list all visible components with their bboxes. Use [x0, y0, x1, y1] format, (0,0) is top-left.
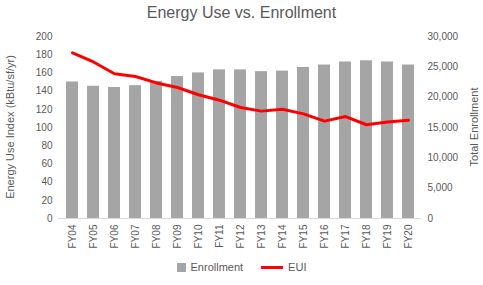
svg-text:40: 40 — [41, 176, 53, 187]
svg-text:25,000: 25,000 — [428, 61, 459, 72]
svg-text:FY16: FY16 — [319, 224, 330, 248]
svg-text:FY18: FY18 — [361, 224, 372, 248]
svg-text:FY12: FY12 — [235, 224, 246, 248]
svg-text:30,000: 30,000 — [428, 31, 459, 42]
svg-text:20: 20 — [41, 195, 53, 206]
svg-text:100: 100 — [36, 122, 53, 133]
svg-text:140: 140 — [36, 85, 53, 96]
svg-text:FY06: FY06 — [109, 224, 120, 248]
svg-text:160: 160 — [36, 67, 53, 78]
html-text:Enrollment: Enrollment — [190, 261, 244, 273]
svg-text:FY15: FY15 — [298, 224, 309, 248]
svg-text:5,000: 5,000 — [428, 182, 453, 193]
html-text:Energy Use Index (kBtu/sf/yr): Energy Use Index (kBtu/sf/yr) — [4, 55, 16, 199]
svg-text:200: 200 — [36, 31, 53, 42]
svg-text:15,000: 15,000 — [428, 122, 459, 133]
svg-text:FY08: FY08 — [151, 224, 162, 248]
svg-text:0: 0 — [428, 213, 434, 224]
html-text:Total Enrollment: Total Enrollment — [468, 87, 480, 167]
svg-text:20,000: 20,000 — [428, 91, 459, 102]
svg-text:FY13: FY13 — [256, 224, 267, 248]
svg-text:FY11: FY11 — [214, 224, 225, 248]
svg-text:FY17: FY17 — [340, 224, 351, 248]
svg-text:FY05: FY05 — [88, 224, 99, 248]
svg-text:FY14: FY14 — [277, 224, 288, 248]
svg-text:180: 180 — [36, 49, 53, 60]
svg-text:60: 60 — [41, 158, 53, 169]
svg-text:FY20: FY20 — [403, 224, 414, 248]
svg-text:0: 0 — [47, 213, 53, 224]
html-text:EUI: EUI — [288, 261, 307, 273]
svg-text:FY04: FY04 — [67, 224, 78, 248]
svg-text:FY10: FY10 — [193, 224, 204, 248]
svg-text:FY19: FY19 — [382, 224, 393, 248]
svg-text:120: 120 — [36, 104, 53, 115]
html-text:Energy Use vs. Enrollment: Energy Use vs. Enrollment — [146, 4, 337, 21]
svg-text:80: 80 — [41, 140, 53, 151]
svg-text:FY09: FY09 — [172, 224, 183, 248]
svg-text:FY07: FY07 — [130, 224, 141, 248]
svg-text:10,000: 10,000 — [428, 152, 459, 163]
